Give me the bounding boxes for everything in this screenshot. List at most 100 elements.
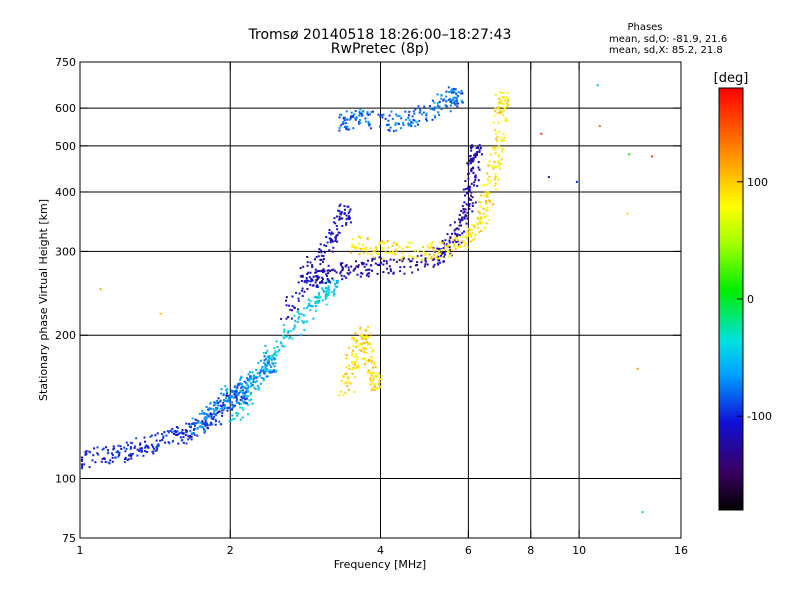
- echo-point: [374, 366, 377, 369]
- echo-point: [196, 434, 199, 437]
- echo-point: [467, 177, 470, 180]
- echo-point: [485, 203, 487, 206]
- echo-point: [351, 372, 354, 375]
- echo-point: [470, 157, 473, 160]
- echo-point: [453, 242, 455, 245]
- echo-point: [299, 267, 302, 269]
- echo-point: [370, 357, 373, 360]
- echo-point: [426, 244, 429, 247]
- echo-point: [494, 152, 497, 155]
- echo-point: [507, 103, 509, 106]
- echo-point: [212, 408, 215, 410]
- echo-point: [314, 271, 317, 274]
- echo-point: [466, 162, 469, 165]
- echo-point: [345, 381, 348, 384]
- echo-point: [504, 107, 506, 109]
- echo-point: [201, 423, 204, 426]
- echo-point: [494, 149, 497, 152]
- echo-point: [276, 350, 279, 353]
- echo-point: [343, 212, 346, 215]
- echo-point: [327, 286, 330, 289]
- echo-point: [81, 463, 83, 466]
- echo-point: [359, 247, 362, 250]
- echo-point: [472, 159, 475, 162]
- echo-point: [334, 236, 337, 239]
- echo-point: [156, 449, 158, 452]
- echo-point: [412, 118, 415, 121]
- echo-point: [420, 261, 423, 264]
- echo-point: [324, 287, 327, 290]
- echo-point: [312, 275, 315, 278]
- echo-point: [437, 257, 440, 260]
- echo-point: [333, 293, 336, 295]
- echo-point: [266, 368, 269, 371]
- echo-point: [364, 328, 367, 331]
- echo-point: [490, 179, 493, 182]
- echo-point: [330, 269, 333, 272]
- echo-point: [390, 110, 393, 113]
- echo-point: [497, 178, 500, 181]
- echo-point: [486, 183, 489, 186]
- echo-point: [231, 408, 233, 411]
- echo-point: [461, 92, 464, 95]
- echo-point: [289, 308, 292, 311]
- echo-point: [377, 382, 380, 385]
- echo-point: [433, 258, 436, 261]
- echo-point: [395, 113, 398, 116]
- echo-point: [365, 249, 368, 252]
- echo-point: [375, 375, 378, 378]
- echo-point: [358, 114, 360, 117]
- echo-point: [156, 445, 159, 448]
- echo-point: [205, 421, 208, 424]
- echo-point: [477, 179, 480, 182]
- echo-point: [214, 403, 217, 406]
- echo-point: [124, 450, 127, 453]
- echo-point: [325, 292, 328, 295]
- echo-point: [320, 258, 323, 261]
- echo-point: [359, 112, 362, 115]
- echo-point: [372, 375, 375, 378]
- echo-point: [451, 88, 454, 91]
- echo-point: [274, 370, 277, 373]
- echo-point: [101, 448, 104, 451]
- echo-point: [404, 110, 407, 113]
- echo-point: [339, 262, 342, 265]
- echo-point: [345, 264, 348, 267]
- echo-point: [203, 413, 206, 415]
- echo-point: [297, 308, 300, 311]
- echo-point: [468, 207, 471, 210]
- echo-point: [492, 165, 494, 168]
- echo-point: [228, 401, 231, 404]
- echo-point: [365, 336, 368, 339]
- echo-point: [213, 411, 216, 414]
- echo-point: [362, 244, 364, 247]
- echo-point: [322, 268, 325, 271]
- echo-point: [193, 428, 196, 431]
- echo-point: [385, 262, 388, 265]
- echo-point: [287, 330, 290, 332]
- echo-point: [447, 249, 450, 252]
- echo-point: [171, 431, 174, 434]
- echo-point: [175, 434, 178, 436]
- echo-point: [314, 258, 316, 261]
- echo-point: [231, 401, 234, 404]
- echo-point: [215, 414, 217, 417]
- echo-point: [262, 377, 265, 380]
- echo-point: [331, 250, 334, 253]
- echo-point: [358, 235, 361, 238]
- echo-point: [341, 278, 344, 281]
- echo-point: [269, 364, 272, 367]
- echo-point: [458, 224, 461, 227]
- echo-point: [290, 329, 293, 332]
- echo-point: [111, 460, 114, 463]
- echo-point: [443, 251, 446, 254]
- echo-point: [436, 106, 439, 109]
- echo-point: [291, 305, 294, 308]
- echo-point: [412, 110, 415, 113]
- echo-point: [336, 281, 339, 284]
- echo-point: [383, 242, 386, 245]
- echo-point: [448, 246, 451, 249]
- echo-point: [289, 336, 292, 338]
- echo-point: [331, 232, 334, 235]
